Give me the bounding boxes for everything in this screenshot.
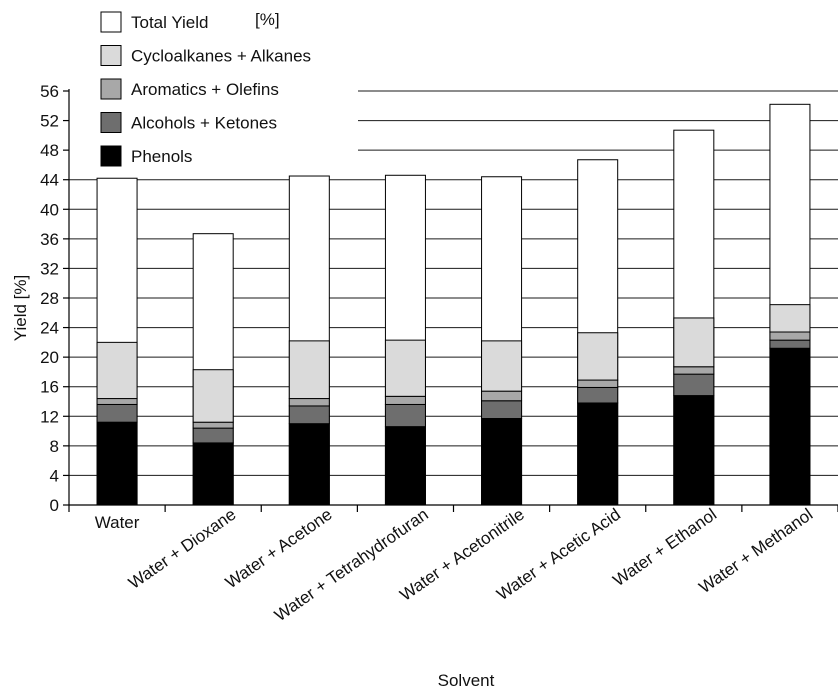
y-tick-label: 24 xyxy=(40,319,59,338)
bar-segment-phenols xyxy=(577,402,619,506)
y-tick-label: 36 xyxy=(40,230,59,249)
y-tick-label: 16 xyxy=(40,378,59,397)
bar-segment-phenols xyxy=(96,421,138,506)
y-tick-label: 28 xyxy=(40,289,59,308)
legend-swatch-alcohols-ketones xyxy=(100,112,122,133)
bar-segment-cycloalkanes-alkanes xyxy=(192,369,234,423)
y-tick-label: 4 xyxy=(50,466,59,485)
bar-segment-aromatics-olefins xyxy=(577,379,619,388)
legend-label-phenols: Phenols xyxy=(131,147,192,166)
bar-segment-phenols xyxy=(192,442,234,506)
bar-segment-aromatics-olefins xyxy=(481,390,523,402)
x-axis-title: Solvent xyxy=(438,671,495,690)
x-tick-label: Water xyxy=(95,513,140,532)
y-tick-label: 40 xyxy=(40,200,59,219)
bar-segment-cycloalkanes-alkanes xyxy=(481,340,523,392)
bar-segment-aromatics-olefins xyxy=(769,331,811,341)
bar-segment-cycloalkanes-alkanes xyxy=(769,304,811,333)
bar-segment-cycloalkanes-alkanes xyxy=(96,341,138,400)
bar-segment-cycloalkanes-alkanes xyxy=(288,340,330,400)
bar-segment-alcohols-ketones xyxy=(673,373,715,397)
y-tick-label: 32 xyxy=(40,259,59,278)
x-tick-label: Water + Tetrahydrofuran xyxy=(271,505,432,625)
bar-segment-phenols xyxy=(384,426,426,506)
bar-segment-alcohols-ketones xyxy=(769,339,811,349)
legend-swatch-cycloalkanes-alkanes xyxy=(100,45,122,66)
bar-segment-alcohols-ketones xyxy=(192,427,234,444)
bar-segment-aromatics-olefins xyxy=(192,421,234,429)
bar-segment-cycloalkanes-alkanes xyxy=(673,317,715,368)
y-tick-label: 48 xyxy=(40,141,59,160)
bar-segment-phenols xyxy=(481,418,523,506)
bar-segment-aromatics-olefins xyxy=(96,398,138,405)
y-tick-label: 56 xyxy=(40,82,59,101)
bar-segment-phenols xyxy=(769,347,811,506)
legend-label-alcohols-ketones: Alcohols + Ketones xyxy=(131,114,277,133)
bars xyxy=(96,103,811,506)
bar-segment-alcohols-ketones xyxy=(481,400,523,420)
bar-segment-aromatics-olefins xyxy=(673,366,715,375)
bar-segment-phenols xyxy=(288,423,330,506)
bar-segment-aromatics-olefins xyxy=(288,398,330,407)
bar-segment-cycloalkanes-alkanes xyxy=(577,332,619,381)
y-tick-label: 44 xyxy=(40,171,59,190)
bar-segment-alcohols-ketones xyxy=(288,405,330,425)
bar-segment-alcohols-ketones xyxy=(384,403,426,428)
bar-segment-aromatics-olefins xyxy=(384,395,426,405)
bar-segment-phenols xyxy=(673,395,715,506)
bar-segment-alcohols-ketones xyxy=(96,403,138,423)
legend-label-total-yield: Total Yield xyxy=(131,13,209,32)
legend: Total Yield [%] Cycloalkanes + Alkanes Arom… xyxy=(100,10,311,167)
bar-segment-alcohols-ketones xyxy=(577,386,619,404)
legend-swatch-total-yield xyxy=(100,11,122,33)
y-axis-title: Yield [%] xyxy=(11,275,30,341)
legend-swatch-aromatics-olefins xyxy=(100,78,122,100)
bar-segment-cycloalkanes-alkanes xyxy=(384,339,426,397)
y-tick-label: 0 xyxy=(50,496,59,515)
x-tick-label: Water + Dioxane xyxy=(125,505,239,593)
legend-label-aromatics-olefins: Aromatics + Olefins xyxy=(131,80,279,99)
legend-label-cycloalkanes-alkanes: Cycloalkanes + Alkanes xyxy=(131,47,311,66)
legend-unit-label: [%] xyxy=(255,10,280,29)
y-tick-label: 52 xyxy=(40,112,59,131)
y-tick-label: 12 xyxy=(40,407,59,426)
y-tick-label: 8 xyxy=(50,437,59,456)
legend-swatch-phenols xyxy=(100,145,122,167)
y-tick-label: 20 xyxy=(40,348,59,367)
